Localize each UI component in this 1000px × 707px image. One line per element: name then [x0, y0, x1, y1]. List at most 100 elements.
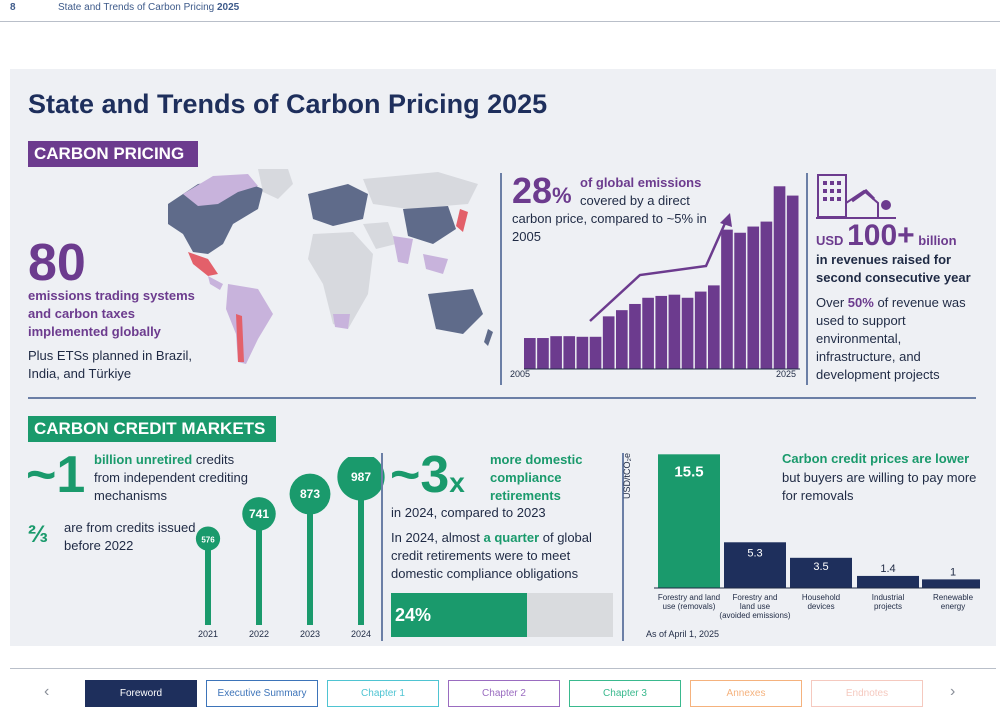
- tab-annexes[interactable]: Annexes: [690, 680, 802, 707]
- price-value-label: 5.3: [747, 547, 762, 559]
- price-value-label: 1: [950, 566, 956, 578]
- price-heading: Carbon credit prices are lower: [782, 451, 970, 466]
- europe-shape: [308, 184, 368, 226]
- price-category-label: Forestry and land use (avoided emissions): [719, 593, 790, 620]
- price-category-label: Renewable energy: [933, 593, 974, 611]
- lollipop-year: 2024: [351, 629, 371, 639]
- lollipop-year: 2023: [300, 629, 320, 639]
- mexico-shape: [188, 252, 218, 276]
- fraction-two-thirds: ⅔: [28, 521, 49, 548]
- africa-shape: [308, 232, 373, 329]
- price-bar: [724, 542, 786, 588]
- price-category-label: Industrial projects: [872, 593, 905, 611]
- coverage-body-line1: covered by a direct: [580, 193, 690, 208]
- fraction-text: are from credits issued before 2022: [64, 520, 196, 553]
- coverage-bar: [747, 226, 760, 369]
- tab-endnotes[interactable]: Endnotes: [811, 680, 923, 707]
- lollipop-value: 741: [249, 507, 269, 521]
- buildings-solar-icon: [816, 174, 896, 219]
- lollipop-head: [195, 526, 221, 551]
- divider-4: [622, 453, 624, 641]
- tab-chapter-1[interactable]: Chapter 1: [327, 680, 439, 707]
- coverage-bar: [576, 336, 589, 369]
- instrument-description: emissions trading systems and carbon tax…: [28, 288, 195, 339]
- lollipop-value: 987: [351, 470, 371, 484]
- coverage-bar: [642, 297, 654, 369]
- divider-3: [381, 453, 383, 641]
- chevron-right-icon[interactable]: ›: [950, 683, 956, 700]
- unretired-credits-lollipop-chart: 576 2021 741 2022 873 2023 987 2024: [195, 457, 385, 639]
- price-body: but buyers are willing to pay more for r…: [782, 470, 977, 503]
- price-bar: [857, 575, 919, 588]
- greenland-shape: [258, 169, 293, 199]
- divider-1: [500, 173, 502, 385]
- coverage-bar: [681, 297, 694, 369]
- coverage-bar: [655, 295, 668, 369]
- canada-shape: [183, 174, 258, 206]
- world-map: [168, 169, 493, 364]
- coverage-bar: [563, 336, 576, 369]
- price-value-label: 15.5: [674, 463, 703, 480]
- coverage-bar: [721, 229, 733, 369]
- infographic-panel: State and Trends of Carbon Pricing 2025 …: [10, 69, 996, 646]
- coverage-bar: [694, 291, 707, 369]
- trend-arrowhead: [720, 213, 732, 227]
- southeast-asia-shape: [423, 254, 448, 274]
- coverage-bar: [786, 195, 799, 369]
- page-header: 8 State and Trends of Carbon Pricing 202…: [0, 0, 1000, 22]
- footer-divider: [10, 668, 996, 669]
- coverage-bar: [524, 338, 536, 369]
- tab-executive-summary[interactable]: Executive Summary: [206, 680, 318, 707]
- coverage-bar: [760, 221, 773, 369]
- coverage-bar: [708, 285, 720, 369]
- lollipop-head: [289, 473, 331, 515]
- chevron-left-icon[interactable]: ‹: [44, 683, 50, 700]
- axis-end-label: 2025: [776, 369, 797, 379]
- india-shape: [393, 236, 413, 264]
- revenue-amount: USD 100+ billion: [816, 219, 957, 252]
- new-zealand-shape: [484, 329, 493, 346]
- domestic-retirements-heading: more domestic compliance retirements: [490, 452, 583, 503]
- coverage-bar: [602, 316, 615, 369]
- middle-east-shape: [363, 222, 396, 249]
- coverage-bar: [734, 232, 746, 369]
- carbon-pricing-label: CARBON PRICING: [28, 141, 198, 167]
- china-shape: [403, 206, 456, 244]
- lollipop-year: 2022: [249, 629, 269, 639]
- price-bar: [922, 579, 980, 588]
- carbon-credit-label: CARBON CREDIT MARKETS: [28, 416, 276, 442]
- page-title: State and Trends of Carbon Pricing 2025: [28, 89, 548, 119]
- coverage-percent: 28%: [512, 170, 572, 211]
- coverage-bar: [550, 336, 562, 369]
- price-category-label: Household devices: [802, 593, 840, 611]
- coverage-bar: [616, 310, 628, 369]
- coverage-bar-chart: [524, 186, 800, 370]
- tab-chapter-3[interactable]: Chapter 3: [569, 680, 681, 707]
- coverage-bar: [668, 294, 681, 369]
- tab-chapter-2[interactable]: Chapter 2: [448, 680, 560, 707]
- price-bar: [790, 557, 852, 588]
- retirement-share-fill: 24%: [391, 593, 527, 637]
- coverage-heading: of global emissions: [580, 175, 702, 190]
- divider-2: [806, 173, 808, 385]
- central-america-shape: [208, 276, 223, 290]
- domestic-retirements-body: In 2024, almost a quarter of global cred…: [391, 530, 592, 581]
- axis-start-label: 2005: [510, 369, 531, 379]
- lollipop-year: 2021: [198, 629, 218, 639]
- lollipop-head: [242, 497, 276, 531]
- domestic-retirements-comparison: in 2024, compared to 2023: [391, 505, 546, 520]
- lollipop-value: 873: [300, 487, 320, 501]
- revenue-heading: in revenues raised for second consecutiv…: [816, 252, 971, 285]
- coverage-bar: [589, 336, 602, 369]
- australia-shape: [428, 289, 483, 334]
- planned-ets: Plus ETSs planned in Brazil, India, and …: [28, 348, 193, 381]
- coverage-bar: [629, 303, 641, 369]
- tab-foreword[interactable]: Foreword: [85, 680, 197, 707]
- domestic-retirements-number: ~3x: [390, 446, 465, 504]
- coverage-body-line2: carbon price, compared to ~5% in 2005: [512, 211, 707, 244]
- coverage-bar: [773, 186, 786, 369]
- south-america-shape: [226, 284, 273, 364]
- lollipop-value: 576: [201, 536, 215, 545]
- unretired-credits-number: ~1: [26, 446, 86, 504]
- trend-arrow-line: [589, 220, 728, 322]
